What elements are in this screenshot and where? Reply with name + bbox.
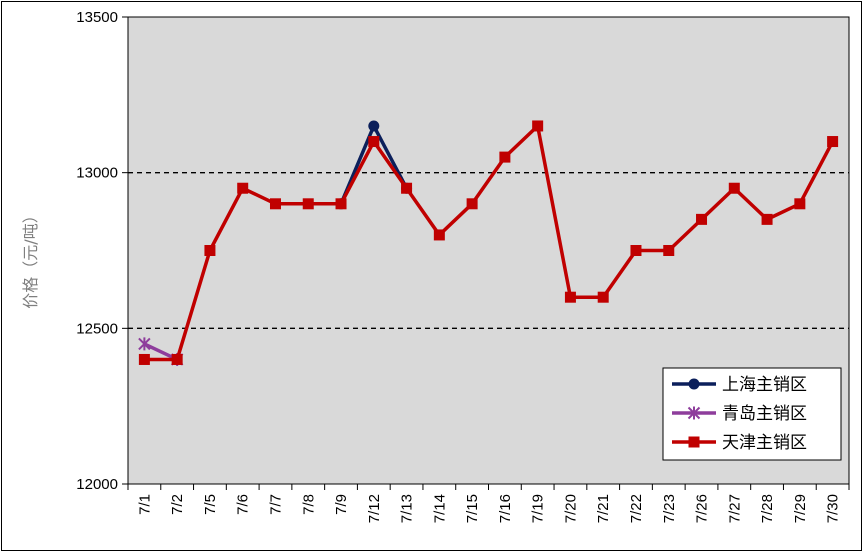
data-point: [237, 182, 249, 194]
data-point: [401, 182, 413, 194]
y-tick-label: 13000: [76, 165, 118, 182]
data-point: [138, 337, 151, 351]
x-axis-ticks: 7/1 7/2 7/5 7/6 7/7 7/8 7/9 7/12 7/13 7/14 7/15 7/1…: [127, 484, 850, 523]
data-point: [663, 245, 675, 256]
y-tick-label: 12000: [76, 476, 118, 493]
grid-lines: [128, 172, 849, 329]
data-point: [204, 245, 216, 256]
data-point: [794, 198, 806, 210]
data-point: [630, 245, 642, 256]
x-tick-label: 7/7: [267, 494, 284, 515]
x-tick-label: 7/26: [694, 494, 711, 523]
x-tick-label: 7/13: [399, 494, 416, 523]
data-point: [696, 213, 708, 225]
data-point: [499, 151, 511, 163]
x-tick-label: 7/6: [235, 494, 252, 515]
x-tick-label: 7/30: [825, 494, 842, 523]
data-point: [532, 120, 544, 132]
data-point: [138, 353, 150, 365]
x-tick-label: 7/21: [595, 494, 612, 523]
x-tick-label: 7/2: [169, 494, 186, 515]
x-tick-label: 7/14: [431, 494, 448, 523]
x-tick-label: 7/12: [366, 494, 383, 523]
legend-label: 天津主销区: [722, 433, 807, 453]
y-axis-label: 价格（元/吨）: [21, 207, 40, 308]
x-tick-label: 7/8: [300, 494, 317, 515]
x-tick-label: 7/9: [333, 494, 350, 515]
data-point: [564, 291, 576, 303]
x-tick-label: 7/20: [562, 494, 579, 523]
data-point: [761, 213, 773, 225]
x-tick-label: 7/29: [792, 494, 809, 523]
data-point: [728, 182, 740, 194]
data-point: [466, 198, 478, 210]
legend-label: 青岛主销区: [722, 404, 807, 424]
data-point: [171, 353, 183, 365]
y-axis-ticks: 12000 12500 13000 13500: [76, 9, 128, 493]
x-tick-label: 7/16: [497, 494, 514, 523]
series-line: [144, 124, 835, 362]
data-point: [688, 378, 700, 390]
data-point: [335, 198, 347, 210]
legend-item: 天津主销区: [672, 433, 807, 453]
x-tick-label: 7/19: [530, 494, 547, 523]
data-point: [827, 136, 839, 148]
x-tick-label: 7/15: [464, 494, 481, 523]
series-layer: [138, 120, 839, 366]
data-point: [433, 229, 445, 241]
data-point: [597, 291, 609, 303]
x-tick-label: 7/22: [628, 494, 645, 523]
y-tick-label: 13500: [76, 9, 118, 26]
legend-item: 青岛主销区: [672, 404, 807, 424]
data-point: [368, 136, 380, 148]
x-tick-label: 7/1: [136, 494, 153, 515]
data-point: [688, 436, 700, 448]
data-point: [302, 198, 314, 210]
data-point: [687, 406, 701, 420]
legend-label: 上海主销区: [722, 375, 807, 395]
series-3: [138, 120, 839, 365]
data-point: [269, 198, 281, 210]
x-tick-label: 7/27: [726, 494, 743, 523]
x-tick-label: 7/23: [661, 494, 678, 523]
x-tick-label: 7/28: [759, 494, 776, 523]
legend-item: 上海主销区: [672, 375, 807, 395]
data-point: [368, 120, 380, 132]
y-tick-label: 12500: [76, 320, 118, 337]
x-tick-label: 7/5: [202, 494, 219, 515]
